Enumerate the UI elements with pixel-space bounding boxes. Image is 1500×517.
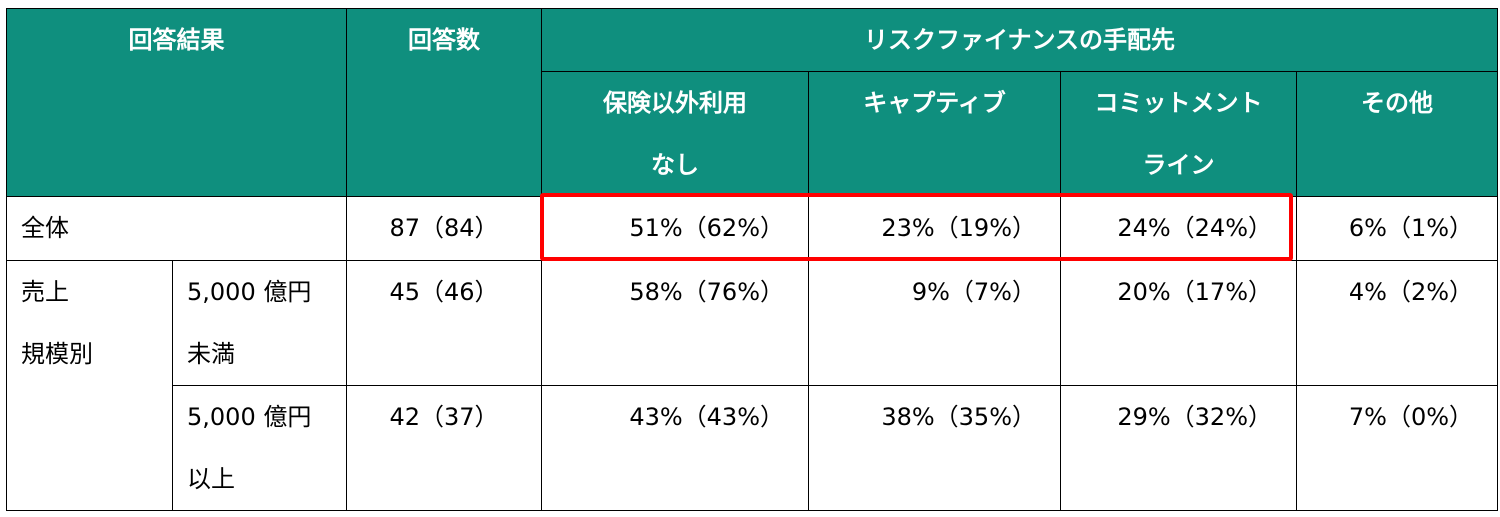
row-over-captive: 38%（35%）: [808, 385, 1061, 511]
header-other: その他: [1295, 71, 1499, 197]
row-under-label-line1: 5,000 億円: [187, 278, 312, 306]
header-captive: キャプティブ: [808, 71, 1061, 197]
header-no-other-line1: 保険以外利用: [603, 89, 747, 117]
row-total-label: 全体: [6, 196, 347, 261]
row-over-other: 7%（0%）: [1295, 385, 1499, 511]
size-group-line2: 規模別: [21, 340, 93, 368]
row-under-count: 45（46）: [346, 260, 542, 386]
header-no-other-line2: なし: [651, 151, 699, 179]
header-captive-line1: キャプティブ: [863, 89, 1006, 117]
header-no-other: 保険以外利用 なし: [541, 71, 809, 197]
row-over-label-line2: 以上: [187, 465, 235, 493]
row-total-no-other: 51%（62%）: [541, 196, 809, 261]
row-over-label-line1: 5,000 億円: [187, 403, 312, 431]
size-group-label: 売上 規模別: [6, 260, 173, 511]
header-commitment: コミットメント ライン: [1060, 71, 1297, 197]
table-row-under: 売上 規模別 5,000 億円 未満 45（46） 58%（76%） 9%（7%…: [6, 260, 1499, 511]
row-total-other: 6%（1%）: [1295, 196, 1499, 261]
header-group: リスクファイナンスの手配先: [540, 8, 1499, 72]
row-under-no-other: 58%（76%）: [541, 260, 809, 386]
header-commitment-line1: コミットメント: [1094, 89, 1263, 117]
row-over-commitment: 29%（32%）: [1060, 385, 1297, 511]
row-under-other: 4%（2%）: [1295, 260, 1499, 386]
header-other-line1: その他: [1361, 89, 1434, 117]
header-commitment-line2: ライン: [1142, 151, 1215, 179]
row-over-count: 42（37）: [346, 385, 542, 511]
results-table: 回答結果 回答数 リスクファイナンスの手配先 保険以外利用 なし キャプティブ …: [6, 8, 1499, 511]
row-under-label-line2: 未満: [187, 340, 235, 368]
row-under-label: 5,000 億円 未満: [172, 260, 347, 386]
row-total-commitment: 24%（24%）: [1060, 196, 1297, 261]
row-total-captive: 23%（19%）: [808, 196, 1061, 261]
row-under-commitment: 20%（17%）: [1060, 260, 1297, 386]
row-under-captive: 9%（7%）: [808, 260, 1061, 386]
header-result: 回答結果: [6, 8, 347, 197]
row-over-no-other: 43%（43%）: [541, 385, 809, 511]
size-group-line1: 売上: [21, 278, 69, 306]
table-row-over: 5,000 億円 以上 42（37） 43%（43%） 38%（35%） 29%…: [7, 385, 1499, 511]
row-over-label: 5,000 億円 以上: [172, 385, 347, 511]
header-count: 回答数: [346, 8, 542, 197]
row-total-count: 87（84）: [346, 196, 542, 261]
table-row-total: 全体 87（84） 51%（62%） 23%（19%） 24%（24%） 6%（…: [6, 196, 1499, 261]
